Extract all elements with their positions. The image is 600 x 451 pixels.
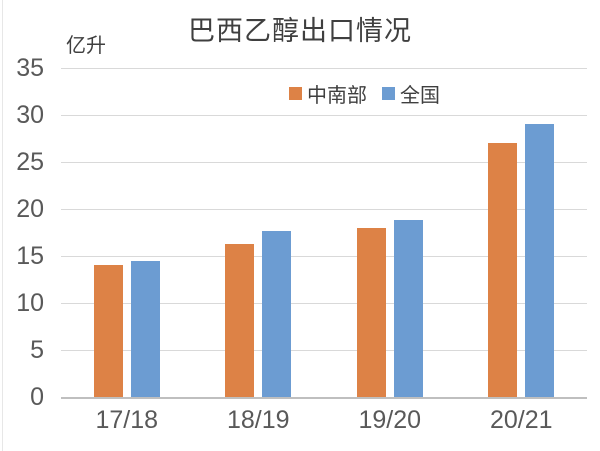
y-tick-label: 15 — [16, 242, 44, 270]
bar-group — [324, 68, 456, 397]
chart-title: 巴西乙醇出口情况 — [188, 16, 412, 46]
y-axis: 0 5 10 15 20 25 30 35 — [8, 55, 44, 410]
legend-swatch — [382, 87, 395, 100]
y-tick-label: 35 — [16, 54, 44, 82]
bar — [225, 243, 255, 397]
bar-group — [456, 68, 588, 397]
y-tick-label: 5 — [30, 336, 44, 364]
left-edge-line — [2, 0, 3, 451]
legend-swatch — [289, 87, 302, 100]
gridline — [61, 67, 587, 69]
legend-label: 全国 — [400, 85, 440, 107]
legend-item: 全国 — [382, 79, 440, 108]
bar — [393, 220, 423, 397]
x-axis: 17/18 18/19 19/20 20/21 — [61, 406, 587, 435]
gridline — [61, 208, 587, 210]
chart-legend: 中南部 全国 — [289, 79, 440, 108]
gridline — [61, 114, 587, 116]
x-tick-label: 19/20 — [358, 406, 422, 434]
bar-group — [61, 68, 193, 397]
y-axis-unit-label: 亿升 — [66, 35, 106, 57]
y-tick-label: 30 — [16, 101, 44, 129]
y-tick-label: 20 — [16, 195, 44, 223]
gridline — [61, 255, 587, 257]
bar-group — [193, 68, 325, 397]
plot-area — [61, 67, 588, 399]
y-tick-label: 0 — [30, 383, 44, 411]
y-tick-label: 25 — [16, 148, 44, 176]
y-tick-label: 10 — [16, 289, 44, 317]
bar — [525, 124, 555, 397]
bar — [356, 227, 386, 397]
x-tick-label: 20/21 — [489, 406, 553, 434]
gridline — [61, 161, 587, 163]
bar — [262, 230, 292, 397]
x-tick-label: 18/19 — [226, 406, 290, 434]
bar — [93, 265, 123, 397]
gridline — [61, 349, 587, 351]
gridline — [61, 302, 587, 304]
x-tick-label: 17/18 — [95, 406, 159, 434]
legend-label: 中南部 — [307, 85, 367, 107]
bar — [130, 260, 160, 397]
bar — [488, 143, 518, 397]
legend-item: 中南部 — [289, 79, 367, 108]
